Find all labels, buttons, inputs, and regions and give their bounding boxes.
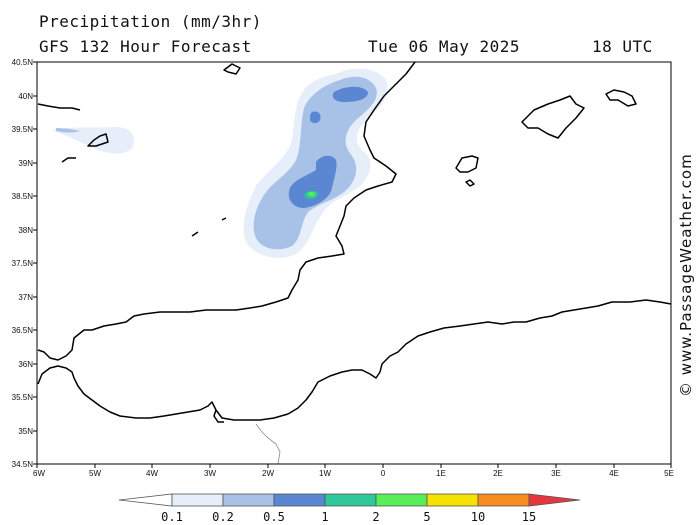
- coastline-ibiza: [87, 133, 109, 147]
- coastline-islet-03: [191, 231, 199, 237]
- precip-contour-09: [308, 191, 315, 197]
- lon-label-6w: 6W: [33, 469, 45, 478]
- coastline-islet-02: [223, 63, 241, 75]
- lon-label-5w: 5W: [89, 469, 101, 478]
- legend-swatch-above-15: [528, 493, 581, 507]
- legend-tick-1: 1: [321, 510, 328, 524]
- lon-label-3e: 3E: [551, 469, 561, 478]
- lat-label-38-5n: 38.5N: [12, 192, 34, 201]
- lon-label-4e: 4E: [609, 469, 619, 478]
- coastline-africa: [37, 299, 671, 421]
- legend-tick-0-5: 0.5: [263, 510, 285, 524]
- precip-contour-05: [332, 86, 368, 102]
- legend-tick-0-2: 0.2: [212, 510, 234, 524]
- coastline-formentera: [61, 157, 76, 163]
- lon-label-4w: 4W: [146, 469, 158, 478]
- precip-contour-04: [56, 128, 80, 133]
- legend-tick-15: 15: [522, 510, 536, 524]
- latitude-axis: [33, 61, 37, 465]
- lon-label-1w: 1W: [319, 469, 331, 478]
- legend-swatch-2-to-5: [375, 493, 428, 507]
- lat-label-35-5n: 35.5N: [12, 393, 34, 402]
- lon-label-2e: 2E: [493, 469, 503, 478]
- forecast-date: Tue 06 May 2025: [368, 37, 520, 56]
- legend-tick-10: 10: [471, 510, 485, 524]
- lat-label-36-5n: 36.5N: [12, 326, 34, 335]
- lon-label-2w: 2W: [262, 469, 274, 478]
- lat-label-40-5n: 40.5N: [12, 58, 34, 67]
- lon-label-3w: 3W: [204, 469, 216, 478]
- legend-swatch-0-2-to-0-5: [222, 493, 275, 507]
- legend-swatch-0-1-to-0-2: [171, 493, 224, 507]
- lat-label-34-5n: 34.5N: [12, 460, 34, 469]
- precip-contour-07: [288, 155, 337, 208]
- lon-label-0: 0: [381, 469, 386, 478]
- precip-contour-03: [253, 76, 377, 250]
- forecast-model-label: GFS 132 Hour Forecast: [39, 37, 252, 56]
- lat-label-39-5n: 39.5N: [12, 125, 34, 134]
- coastline-portugal-south: [37, 103, 81, 111]
- lat-label-40n: 40N: [18, 92, 33, 101]
- map-title: Precipitation (mm/3hr): [39, 12, 262, 31]
- legend-swatch-below-0-1: [118, 493, 173, 507]
- coastline-menorca: [605, 89, 637, 107]
- lat-label-36n: 36N: [18, 360, 33, 369]
- lat-label-39n: 39N: [18, 159, 33, 168]
- precipitation-legend: [118, 493, 581, 507]
- coastline-mallorca: [521, 95, 585, 139]
- coastline-layer: [37, 62, 671, 423]
- legend-tick-5: 5: [423, 510, 430, 524]
- precip-contour-06: [310, 111, 321, 123]
- legend-swatch-5-to-10: [426, 493, 479, 507]
- lon-label-5e: 5E: [664, 469, 674, 478]
- coastline-islet-04: [221, 217, 227, 221]
- lat-label-37-5n: 37.5N: [12, 259, 34, 268]
- legend-swatch-10-to-15: [477, 493, 530, 507]
- coastline-islet-01: [465, 179, 475, 187]
- legend-tick-0-1: 0.1: [161, 510, 183, 524]
- forecast-time: 18 UTC: [592, 37, 653, 56]
- precipitation-field: [52, 68, 388, 258]
- lat-label-38n: 38N: [18, 226, 33, 235]
- coastline-ceuta: [213, 409, 224, 423]
- legend-swatch-0-5-to-1: [273, 493, 326, 507]
- legend-tick-2: 2: [372, 510, 379, 524]
- legend-swatch-1-to-2: [324, 493, 377, 507]
- lat-label-35n: 35N: [18, 427, 33, 436]
- lat-label-37n: 37N: [18, 293, 33, 302]
- longitude-axis: [36, 464, 672, 468]
- coastline-cabrera: [455, 155, 479, 173]
- lon-label-1e: 1E: [436, 469, 446, 478]
- land-border-line: [255, 423, 281, 464]
- coastline-iberia: [37, 62, 416, 361]
